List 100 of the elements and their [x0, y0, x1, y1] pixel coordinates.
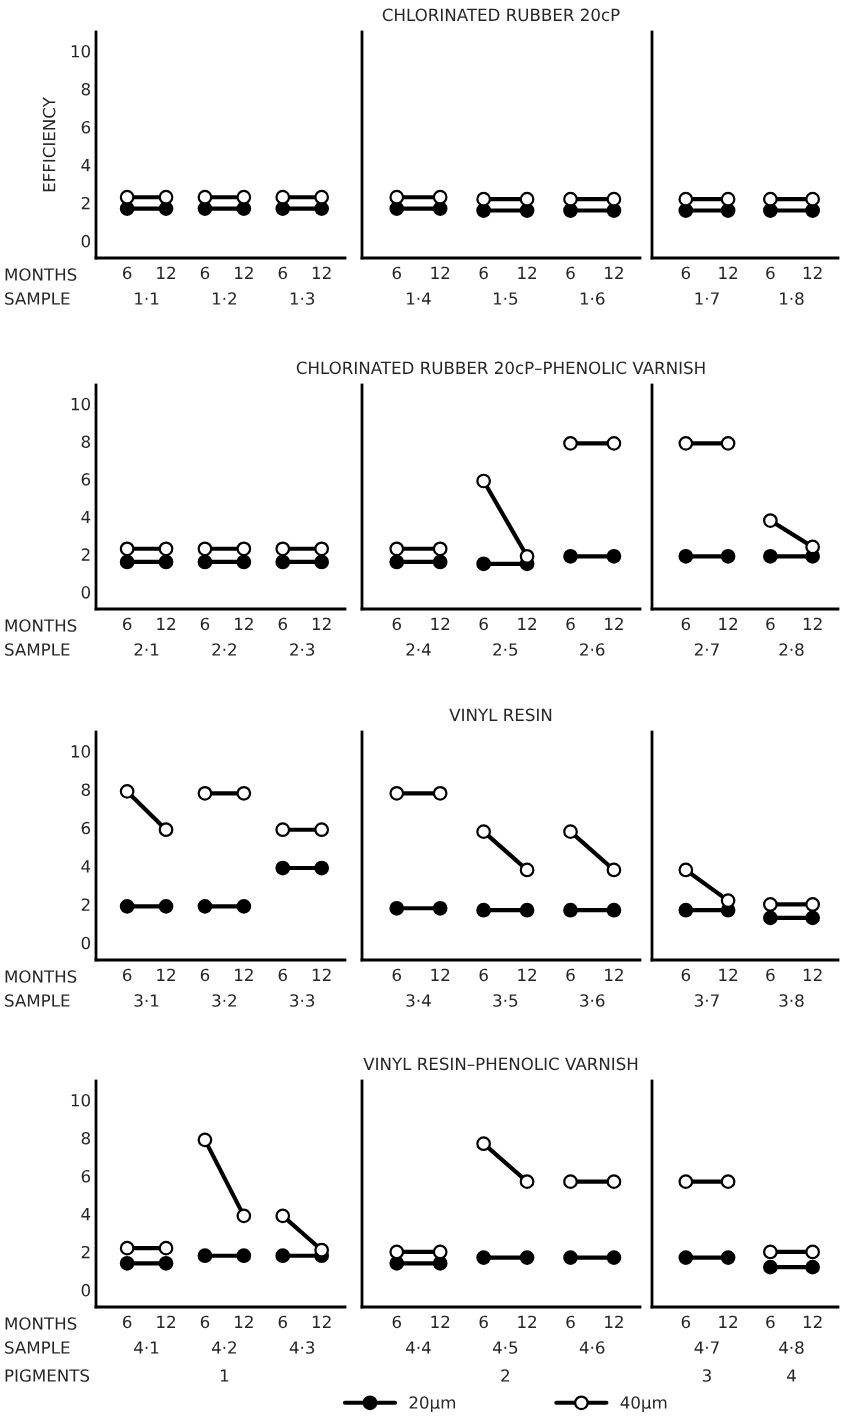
text: 2·5 [493, 643, 518, 656]
y-tick-label: 4 [81, 510, 91, 524]
x-tick-label: 6 [392, 266, 401, 280]
y-tick-label: 10 [71, 397, 91, 411]
x-tick-label: 6 [681, 1315, 691, 1329]
x-tick-label: 12 [312, 1315, 331, 1328]
x-tick-label: 12 [803, 968, 822, 981]
x-tick-label: 6 [200, 266, 210, 280]
y-tick-label: 8 [81, 783, 90, 797]
text: SAMPLE [5, 994, 70, 1007]
chart-title: VINYL RESIN–PHENOLIC VARNISH [363, 1057, 638, 1071]
x-tick-label: 6 [566, 617, 575, 631]
x-tick-label: 12 [235, 1315, 253, 1328]
text: 3·1 [134, 994, 159, 1007]
text: 4·3 [289, 1341, 315, 1354]
x-tick-label: 6 [479, 968, 488, 982]
x-tick-label: 12 [605, 968, 623, 981]
x-tick-label: 12 [518, 968, 536, 981]
x-tick-label: 12 [235, 266, 253, 279]
x-tick-label: 6 [479, 266, 488, 280]
text: 4·2 [211, 1341, 236, 1354]
text: 4·7 [694, 1341, 719, 1354]
x-axis-title: MONTHS [5, 970, 77, 983]
text: 3·5 [493, 994, 518, 1007]
x-tick-label: 12 [157, 968, 175, 981]
text: 4·8 [779, 1341, 804, 1354]
x-tick-label: 6 [200, 617, 210, 631]
x-tick-label: 6 [122, 266, 132, 280]
x-tick-label: 6 [122, 1315, 132, 1329]
text: 3 [702, 1369, 711, 1382]
text: 1·5 [493, 292, 518, 305]
x-tick-label: 12 [312, 968, 331, 981]
x-tick-label: 6 [392, 617, 401, 631]
y-tick-label: 0 [81, 586, 91, 599]
x-tick-label: 6 [566, 968, 575, 982]
x-tick-label: 12 [803, 266, 822, 279]
text: 2·4 [406, 643, 431, 656]
x-tick-label: 6 [278, 968, 287, 982]
text: 1·7 [695, 292, 719, 305]
x-tick-label: 6 [278, 1315, 287, 1329]
text: 3·6 [580, 994, 605, 1007]
x-tick-label: 6 [200, 1315, 210, 1329]
x-tick-label: 6 [479, 617, 488, 631]
x-tick-label: 12 [518, 266, 536, 279]
text: PIGMENTS [5, 1369, 90, 1382]
text: 4 [787, 1369, 796, 1382]
y-tick-label: 6 [81, 1169, 91, 1183]
y-axis-title: EFFICIENCY [42, 97, 56, 192]
x-tick-label: 6 [766, 617, 775, 631]
y-tick-label: 2 [81, 196, 90, 210]
y-tick-label: 8 [81, 1131, 90, 1145]
y-tick-label: 10 [71, 44, 91, 58]
x-tick-label: 12 [157, 1315, 175, 1328]
text: SAMPLE [5, 292, 70, 305]
x-tick-label: 12 [803, 617, 822, 630]
text: 2·1 [134, 643, 159, 656]
y-tick-label: 10 [71, 1093, 91, 1107]
text: 4·1 [134, 1341, 159, 1354]
text: 1·8 [780, 292, 804, 305]
x-tick-label: 6 [479, 1315, 488, 1329]
y-tick-label: 10 [71, 745, 91, 758]
x-tick-label: 12 [803, 1315, 822, 1328]
y-tick-label: 2 [81, 1245, 90, 1259]
text: 1 [220, 1369, 229, 1382]
text: 2·2 [212, 643, 236, 656]
text: SAMPLE [5, 643, 70, 656]
x-tick-label: 12 [518, 1315, 536, 1328]
x-tick-label: 12 [719, 1315, 738, 1328]
x-tick-label: 12 [157, 266, 175, 279]
legend-label: 20µm [409, 1396, 455, 1413]
y-tick-label: 4 [81, 860, 91, 873]
text: 1·2 [212, 292, 236, 305]
text: 4·4 [406, 1341, 431, 1354]
x-tick-label: 12 [312, 617, 331, 630]
text: 2·3 [290, 643, 315, 656]
y-tick-label: 6 [81, 473, 91, 486]
x-axis-title: MONTHS [5, 268, 77, 281]
y-tick-label: 8 [81, 82, 90, 96]
text: 3·8 [779, 994, 804, 1007]
x-tick-label: 12 [605, 1315, 623, 1328]
text: 3·7 [694, 994, 719, 1007]
x-tick-label: 12 [431, 617, 450, 630]
x-tick-label: 12 [431, 1315, 450, 1328]
x-axis-title: MONTHS [5, 1317, 77, 1330]
x-tick-label: 6 [566, 1315, 575, 1329]
x-tick-label: 12 [605, 266, 623, 279]
x-tick-label: 6 [681, 266, 691, 280]
text: 1·3 [290, 292, 315, 305]
text: 1·1 [135, 292, 159, 305]
x-tick-label: 6 [122, 968, 132, 982]
x-tick-label: 12 [719, 617, 738, 630]
x-tick-label: 12 [431, 968, 450, 981]
y-tick-label: 0 [81, 936, 91, 950]
x-tick-label: 12 [719, 266, 738, 279]
text: 4·5 [492, 1341, 518, 1354]
y-tick-label: 4 [81, 1208, 91, 1221]
y-tick-label: 8 [81, 435, 90, 449]
x-tick-label: 6 [566, 266, 575, 280]
text: 3·4 [406, 994, 431, 1007]
x-tick-label: 12 [719, 968, 738, 981]
